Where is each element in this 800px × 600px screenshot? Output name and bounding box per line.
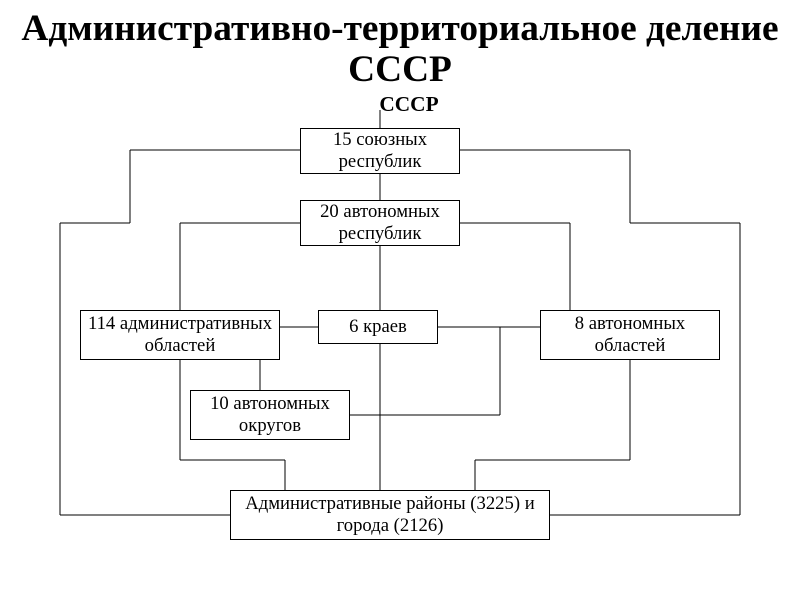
node-autonomous-okrugs: 10 автономных округов xyxy=(190,390,350,440)
node-autonomous-republics: 20 автономных республик xyxy=(300,200,460,246)
node-krai: 6 краев xyxy=(318,310,438,344)
node-admin-raions-cities: Административные районы (3225) и города … xyxy=(230,490,550,540)
node-autonomous-oblasts: 8 автономных областей xyxy=(540,310,720,360)
node-union-republics: 15 союзных республик xyxy=(300,128,460,174)
node-root: СССР xyxy=(368,92,450,110)
node-admin-oblasts: 114 административных областей xyxy=(80,310,280,360)
